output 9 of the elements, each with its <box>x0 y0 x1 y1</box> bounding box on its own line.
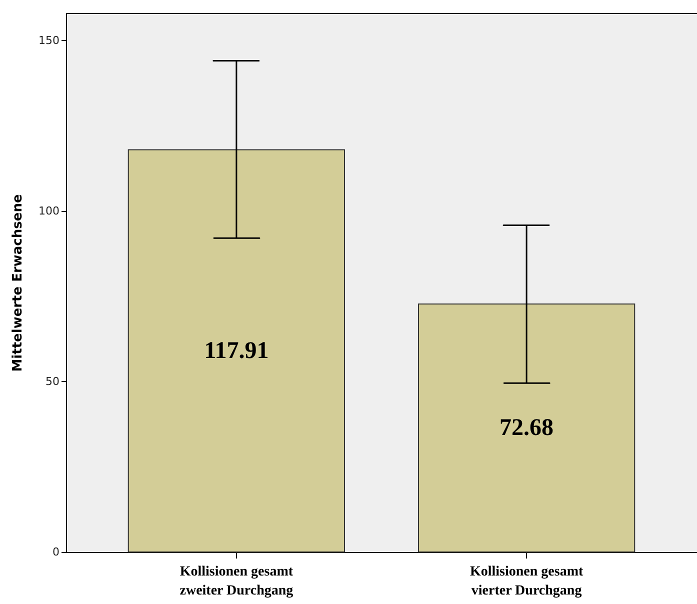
y-tick-label: 150 <box>38 34 60 47</box>
y-tick-label: 50 <box>46 374 60 388</box>
x-tick-label: Kollisionen gesamt zweiter Durchgang <box>180 564 294 598</box>
data-label: 72.68 <box>500 415 554 442</box>
data-label: 117.91 <box>204 338 269 364</box>
y-axis-title: Mittelwerte Erwachsene <box>10 194 26 372</box>
y-tick-label: 0 <box>52 546 60 558</box>
y-tick-label: 100 <box>38 204 60 218</box>
x-tick-label: Kollisionen gesamt vierter Durchgang <box>470 564 584 598</box>
